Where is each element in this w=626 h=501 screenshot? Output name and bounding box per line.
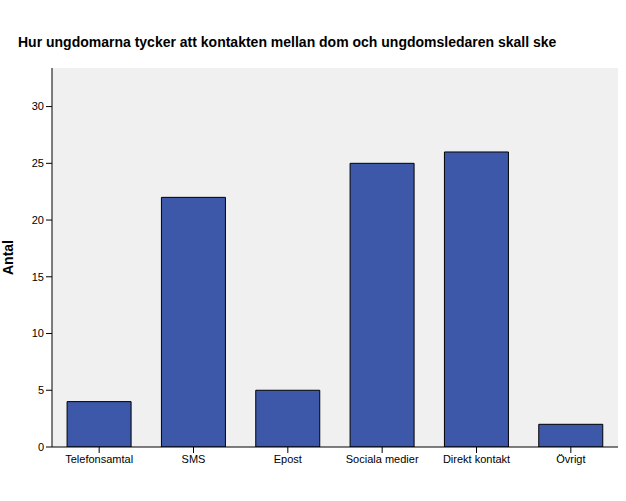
svg-text:Övrigt: Övrigt: [556, 453, 585, 465]
svg-text:15: 15: [32, 271, 44, 283]
svg-text:30: 30: [32, 100, 44, 112]
svg-text:Direkt kontakt: Direkt kontakt: [443, 453, 510, 465]
svg-text:Sociala medier: Sociala medier: [346, 453, 419, 465]
svg-text:20: 20: [32, 214, 44, 226]
svg-text:5: 5: [38, 384, 44, 396]
svg-text:Epost: Epost: [274, 453, 302, 465]
svg-text:0: 0: [38, 441, 44, 453]
svg-text:10: 10: [32, 327, 44, 339]
html-text:Hur ungdomarna tycker att kont: Hur ungdomarna tycker att kontakten mell…: [18, 34, 557, 50]
svg-text:25: 25: [32, 157, 44, 169]
svg-text:Antal: Antal: [8, 240, 16, 275]
svg-text:SMS: SMS: [182, 453, 206, 465]
svg-text:Telefonsamtal: Telefonsamtal: [65, 453, 133, 465]
